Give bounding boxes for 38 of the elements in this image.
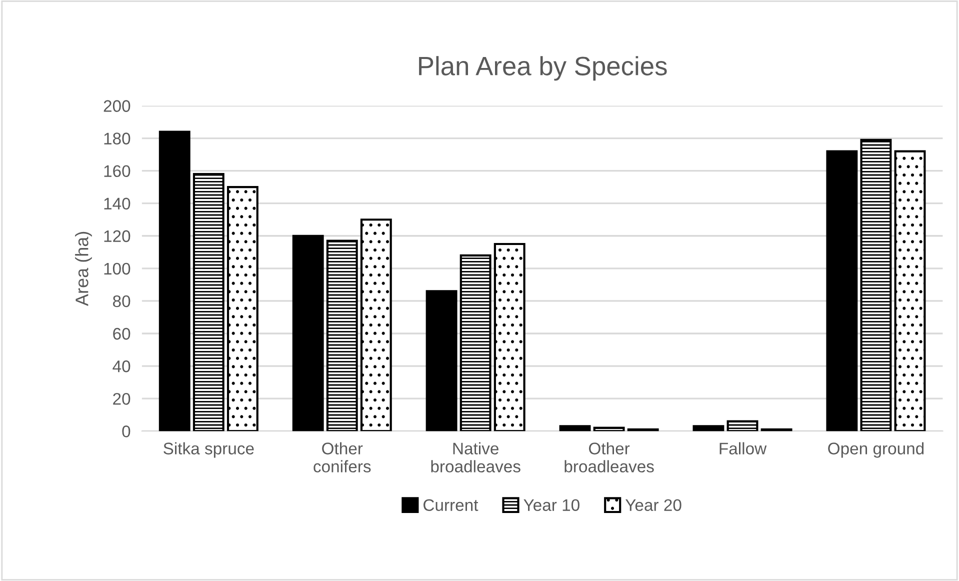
x-tick-label: Native broadleaves (431, 442, 520, 472)
bar (826, 150, 858, 432)
y-tick-label: 140 (104, 198, 130, 210)
y-tick-label: 100 (104, 262, 130, 275)
legend-label: Year 20 (625, 499, 682, 511)
bar (292, 234, 324, 432)
bar (426, 290, 458, 432)
legend-label: Year 10 (524, 499, 580, 511)
y-tick-label: 160 (104, 165, 130, 178)
bar (692, 425, 724, 432)
chart-title: Plan Area by Species (419, 56, 667, 81)
y-tick-label: 180 (104, 132, 130, 144)
bar (559, 425, 591, 432)
legend-label: Current (424, 499, 478, 511)
bar (226, 186, 258, 432)
y-tick-label: 20 (113, 392, 130, 405)
bar (360, 218, 392, 432)
y-axis-title: Area (ha) (75, 232, 92, 306)
bar (460, 254, 492, 432)
bar (726, 420, 758, 432)
x-tick-label: Sitka spruce (164, 442, 254, 458)
bar (593, 426, 625, 432)
bar (494, 242, 526, 432)
y-tick-label: 80 (113, 295, 130, 308)
x-tick-label: Fallow (720, 442, 767, 454)
bar (860, 138, 892, 432)
y-tick-label: 120 (104, 230, 130, 242)
x-tick-label: Open ground (828, 442, 924, 458)
bar (894, 150, 926, 432)
y-tick-label: 40 (112, 360, 130, 372)
bar (192, 173, 224, 432)
bar (158, 130, 190, 432)
y-tick-label: 60 (113, 328, 130, 340)
y-tick-label: 200 (104, 100, 130, 112)
bar (326, 240, 358, 432)
x-tick-label: Other broadleaves (564, 442, 654, 472)
y-tick-label: 0 (122, 426, 130, 438)
x-tick-label: Other conifers (314, 442, 371, 472)
